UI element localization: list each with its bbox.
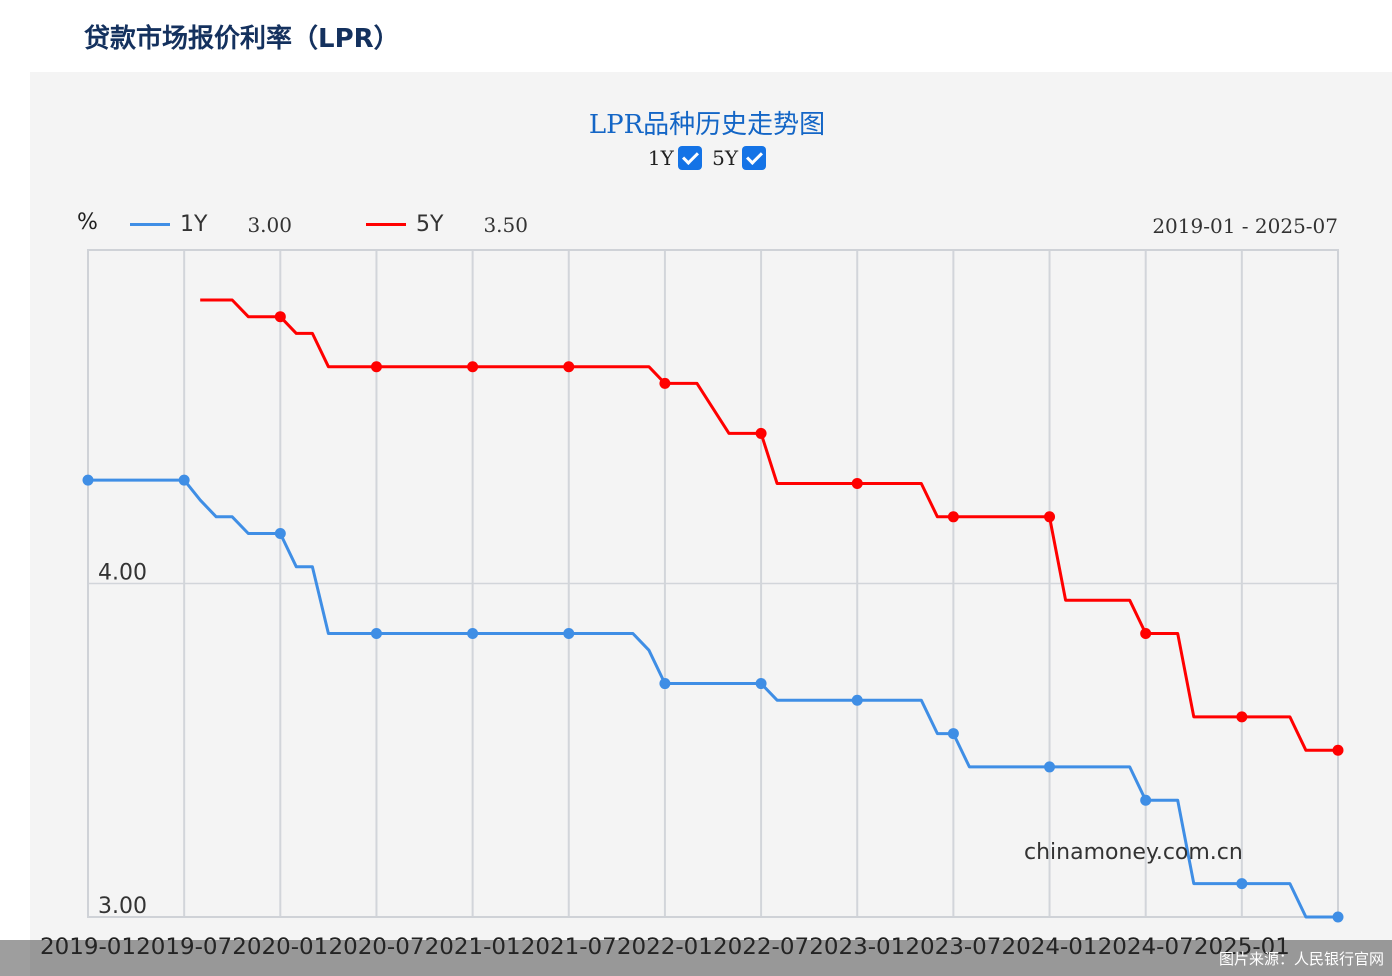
data-point-5y	[1140, 628, 1152, 640]
data-point-1y	[1140, 794, 1152, 806]
series-toggles: 1Y 5Y	[0, 146, 1392, 170]
x-tick-label: 2022-07	[713, 935, 809, 960]
data-point-5y	[1236, 711, 1248, 723]
data-point-5y	[851, 477, 863, 489]
page-heading: 贷款市场报价利率（LPR）	[84, 24, 400, 54]
toggle-1y[interactable]: 1Y	[648, 146, 702, 170]
source-bar	[0, 940, 1392, 976]
checkbox-1y-icon[interactable]	[677, 146, 702, 170]
legend-1y-swatch	[130, 223, 170, 226]
data-point-1y	[82, 474, 94, 486]
checkbox-5y-icon[interactable]	[742, 146, 767, 170]
data-point-1y	[274, 527, 286, 539]
x-tick-label: 2023-01	[809, 935, 905, 960]
chart-title: LPR品种历史走势图	[588, 110, 826, 140]
data-point-5y	[1044, 511, 1056, 523]
series-line-5y	[200, 298, 1338, 752]
data-point-5y	[659, 377, 671, 389]
legend-5y-swatch	[366, 223, 406, 226]
toggle-5y[interactable]: 5Y	[712, 146, 767, 170]
legend-1y-name: 1Y	[180, 212, 208, 237]
x-tick-label: 2025-01	[1194, 935, 1290, 960]
y-tick-label: 4.00	[98, 561, 147, 586]
x-tick-label: 2023-07	[905, 935, 1001, 960]
data-point-5y	[755, 427, 767, 439]
y-tick-label: 3.00	[98, 894, 147, 919]
legend-5y-value: 3.50	[483, 212, 528, 237]
data-point-1y	[659, 678, 671, 690]
legend-5y[interactable]: 5Y 3.50	[366, 212, 528, 237]
data-point-1y	[178, 474, 190, 486]
x-tick-label: 2021-01	[425, 935, 521, 960]
data-point-5y	[467, 361, 479, 373]
x-tick-label: 2019-01	[40, 935, 136, 960]
y-unit-label: %	[77, 210, 98, 235]
data-point-1y	[947, 728, 959, 740]
legend-5y-name: 5Y	[416, 212, 444, 237]
data-point-5y	[563, 361, 575, 373]
data-point-1y	[1236, 878, 1248, 890]
data-point-1y	[755, 678, 767, 690]
x-tick-label: 2021-07	[521, 935, 617, 960]
data-point-5y	[947, 511, 959, 523]
legend-1y[interactable]: 1Y 3.00	[130, 212, 292, 237]
x-tick-label: 2020-07	[328, 935, 424, 960]
toggle-5y-label: 5Y	[712, 146, 739, 170]
plot-frame	[87, 249, 1339, 918]
data-point-1y	[1044, 761, 1056, 773]
chart-panel	[30, 72, 1392, 976]
legend-1y-value: 3.00	[247, 212, 292, 237]
x-tick-label: 2020-01	[232, 935, 328, 960]
data-point-1y	[1332, 911, 1344, 923]
watermark: chinamoney.com.cn	[1024, 840, 1243, 865]
image-credit: 图片来源：人民银行官网	[1218, 950, 1384, 968]
x-tick-label: 2019-07	[136, 935, 232, 960]
data-point-1y	[563, 628, 575, 640]
data-point-1y	[467, 628, 479, 640]
data-point-1y	[851, 694, 863, 706]
data-point-5y	[370, 361, 382, 373]
x-tick-label: 2024-07	[1098, 935, 1194, 960]
data-point-5y	[274, 311, 286, 323]
data-point-1y	[370, 628, 382, 640]
date-range: 2019-01 - 2025-07	[1152, 214, 1338, 238]
toggle-1y-label: 1Y	[647, 146, 674, 170]
data-point-5y	[1332, 744, 1344, 756]
x-tick-label: 2022-01	[617, 935, 713, 960]
x-tick-label: 2024-01	[1002, 935, 1098, 960]
